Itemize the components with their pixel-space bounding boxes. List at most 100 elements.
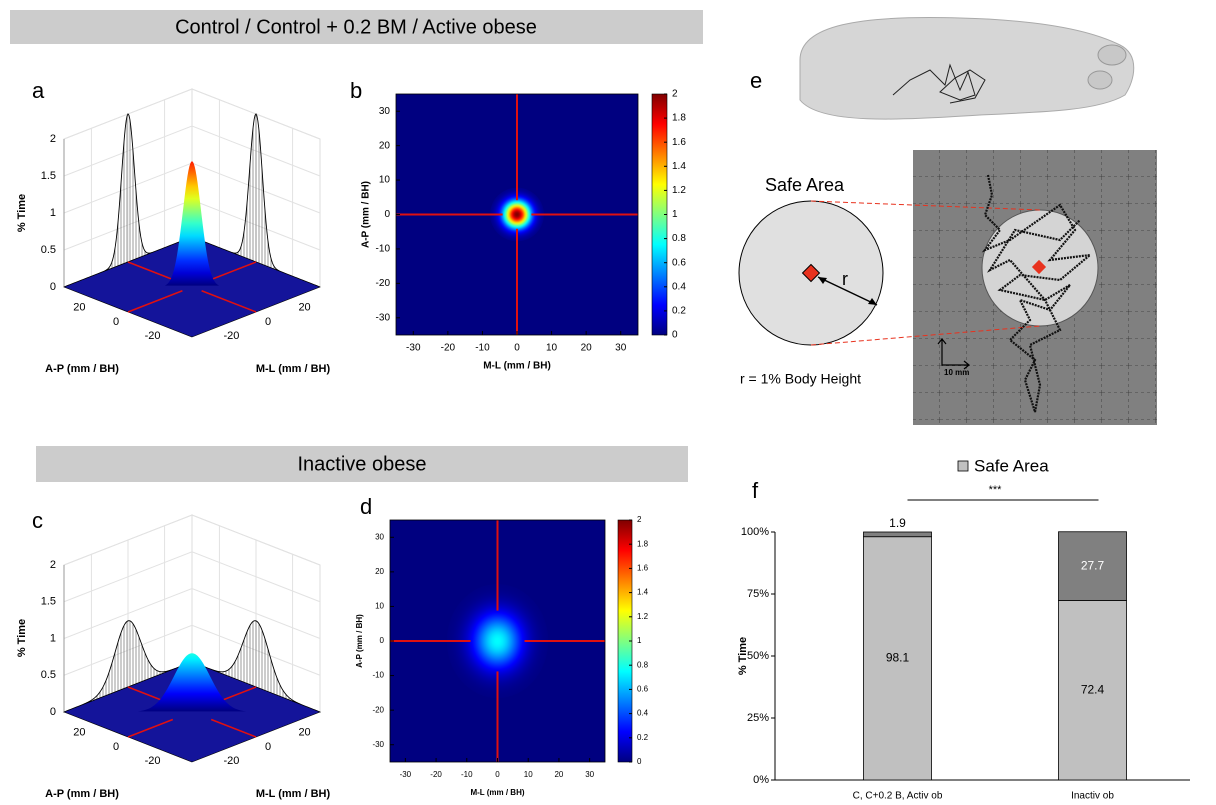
y-tick-label: 100%: [741, 526, 769, 538]
colorbar-tick-label: 2: [672, 89, 678, 100]
grid-line: [63, 587, 321, 639]
x-axis-label: M-L (mm / BH): [483, 361, 551, 372]
peak-surface: [137, 653, 247, 712]
y-axis-label: % Time: [737, 637, 749, 675]
y-axis-label: A-P (mm / BH): [361, 181, 372, 248]
x-tick-label: C, C+0.2 B, Activ ob: [853, 791, 943, 802]
colorbar-tick-label: 1.2: [672, 185, 686, 196]
header-bar: [36, 446, 688, 482]
arrow-head: [818, 277, 877, 305]
colorbar-tick-label: 0.4: [637, 709, 649, 718]
panel-letter: c: [32, 508, 43, 533]
crosshair: [201, 290, 257, 313]
peak-surface: [164, 161, 220, 286]
projection-line: [810, 325, 1041, 346]
safe-area-label: Safe Area: [765, 175, 845, 195]
colorbar-tick-label: 1: [672, 209, 678, 220]
x-tick-label: 0: [265, 741, 271, 753]
x-tick-label: 30: [585, 770, 594, 779]
y-tick-label: 75%: [747, 588, 769, 600]
y-tick-label: 10: [375, 602, 384, 611]
data-label: 27.7: [1081, 558, 1105, 572]
crosshair: [127, 718, 174, 738]
colorbar-tick-label: 1: [637, 636, 642, 645]
y-tick-label: -10: [376, 244, 391, 255]
legend-label: Safe Area: [974, 456, 1049, 475]
legend-swatch: [957, 460, 969, 472]
y-tick-label: -20: [145, 330, 161, 342]
y-tick-label: 20: [73, 302, 85, 314]
y-tick-label: 0: [113, 741, 119, 753]
y-tick-label: -30: [372, 740, 384, 749]
y-axis-label: A-P (mm / BH): [45, 788, 119, 800]
header-bar: [10, 10, 703, 44]
y-tick-label: 50%: [747, 650, 769, 662]
z-tick-label: 0.5: [41, 669, 56, 681]
z-tick-label: 0: [50, 281, 56, 293]
z-tick-label: 1: [50, 207, 56, 219]
x-tick-label: -30: [406, 343, 421, 354]
y-tick-label: 0: [380, 636, 385, 645]
y-tick-label: -30: [376, 312, 391, 323]
z-tick-label: 0.5: [41, 244, 56, 256]
y-tick-label: -20: [376, 278, 391, 289]
y-axis-label: A-P (mm / BH): [45, 363, 119, 375]
projection-line: [810, 200, 1041, 211]
crosshair: [210, 718, 257, 738]
bar-segment: [863, 536, 932, 781]
y-tick-label: 0%: [753, 774, 769, 786]
bar-segment: [1058, 531, 1127, 601]
z-tick-label: 0: [50, 706, 56, 718]
panel-letter: f: [752, 478, 759, 503]
x-axis-label: M-L (mm / BH): [256, 788, 331, 800]
x-tick-label: 10: [546, 343, 558, 354]
x-tick-label: -30: [400, 770, 412, 779]
grid-line: [63, 551, 321, 603]
y-tick-label: -20: [145, 755, 161, 767]
colorbar-tick-label: 1.6: [672, 137, 686, 148]
colorbar-tick-label: 2: [637, 515, 642, 524]
y-tick-label: 25%: [747, 712, 769, 724]
colorbar-tick-label: 0.6: [637, 685, 649, 694]
colorbar-tick-label: 1.4: [637, 588, 649, 597]
trajectory: [981, 174, 1094, 413]
x-tick-label: 0: [495, 770, 500, 779]
colorbar-tick-label: 0.4: [672, 281, 686, 292]
z-tick-label: 1.5: [41, 170, 56, 182]
y-tick-label: 20: [73, 727, 85, 739]
x-tick-label: 30: [615, 343, 627, 354]
y-tick-label: 10: [379, 175, 391, 186]
x-axis-label: M-L (mm / BH): [256, 363, 331, 375]
radius-arrow: [817, 276, 878, 306]
foot-image: [799, 17, 1135, 120]
grid-line: [63, 624, 321, 676]
colorbar-tick-label: 0: [672, 330, 678, 341]
x-tick-label: 10: [524, 770, 533, 779]
colorbar-tick-label: 0.2: [672, 306, 686, 317]
colorbar-tick-label: 0: [637, 757, 642, 766]
colorbar-tick-label: 1.4: [672, 161, 686, 172]
y-tick-label: 20: [379, 140, 391, 151]
crosshair: [127, 290, 183, 313]
x-tick-label: -20: [223, 330, 239, 342]
colorbar-tick-label: 1.8: [672, 113, 686, 124]
significance-label: ***: [989, 484, 1003, 496]
panel-letter: a: [32, 78, 45, 103]
data-label: 72.4: [1081, 682, 1105, 696]
radius-label: r: [842, 269, 848, 289]
y-tick-label: 30: [379, 106, 391, 117]
y-tick-label: 30: [375, 532, 384, 541]
bar-segment: [863, 531, 932, 538]
z-axis-label: % Time: [16, 194, 28, 232]
x-tick-label: -10: [475, 343, 490, 354]
data-label: 1.9: [889, 516, 906, 530]
colorbar-tick-label: 1.6: [637, 564, 649, 573]
z-tick-label: 1.5: [41, 596, 56, 608]
x-tick-label: 0: [265, 316, 271, 328]
x-tick-label: Inactiv ob: [1071, 791, 1114, 802]
scale-bar-label: 10 mm: [944, 368, 969, 377]
density-blob: [446, 583, 549, 699]
grid-line: [63, 514, 321, 566]
x-tick-label: -20: [430, 770, 442, 779]
density-blob: [490, 187, 544, 242]
